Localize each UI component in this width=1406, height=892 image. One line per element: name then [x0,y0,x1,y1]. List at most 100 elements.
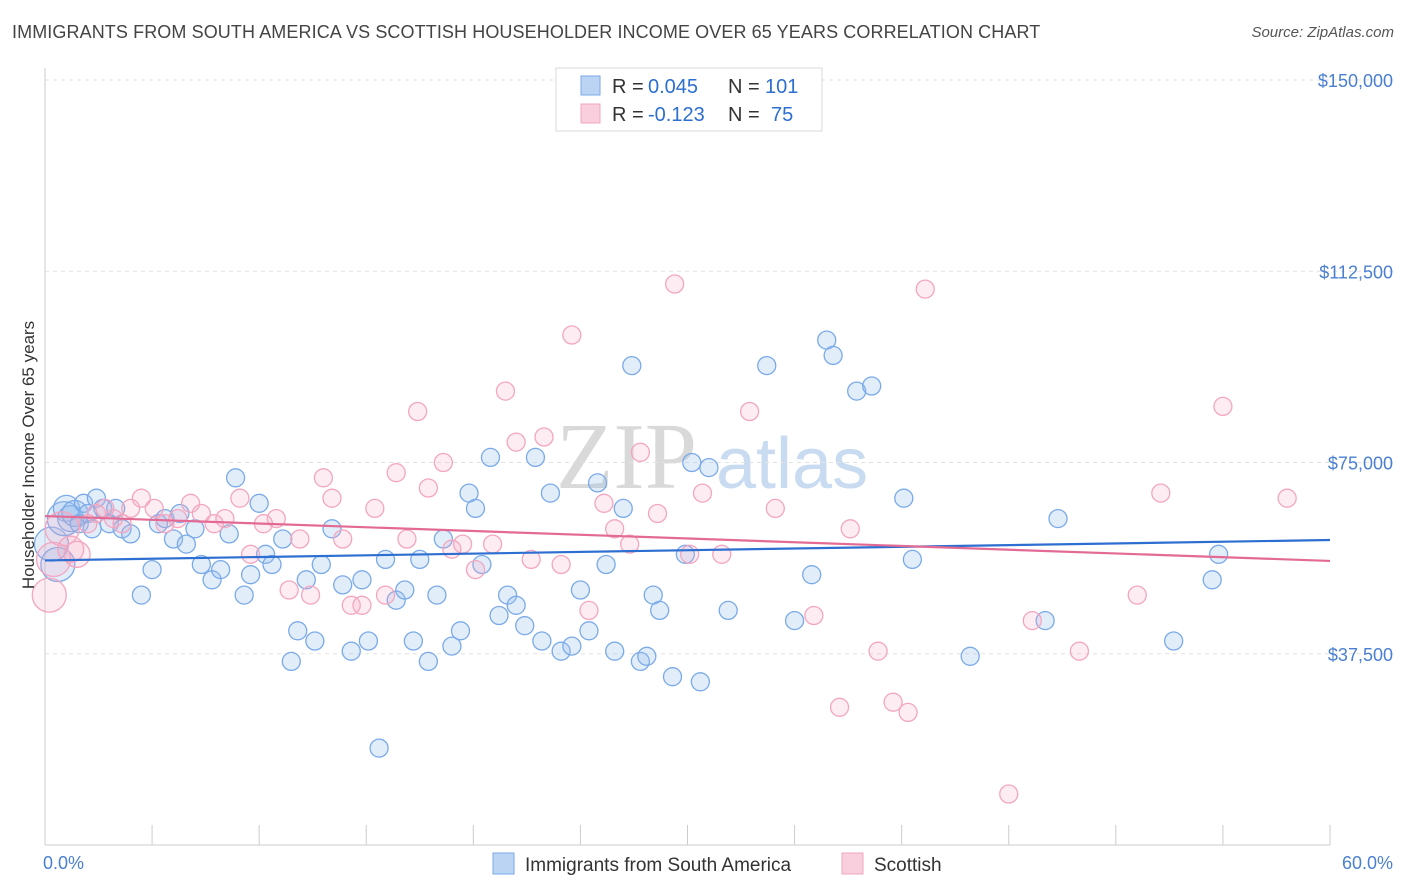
point-immigrants [427,585,447,605]
point-scottish [397,529,417,549]
point-immigrants [596,554,616,575]
point-scottish [765,498,785,519]
point-scottish [452,534,473,554]
stats-swatch-pink [580,103,601,124]
trend-line-scottish [44,514,1331,563]
point-scottish [1127,585,1147,605]
point-immigrants [579,621,599,641]
point-scottish [620,534,640,554]
point-immigrants [333,575,353,595]
point-immigrants [894,488,914,508]
point-scottish [534,427,554,447]
point-immigrants [570,580,591,600]
point-immigrants [630,651,651,672]
point-immigrants [288,621,308,641]
point-immigrants [862,376,882,396]
point-immigrants [506,595,526,615]
trend-line-immigrants [44,538,1331,562]
point-scottish [131,488,152,508]
y-tick-label: $150,000 [1318,71,1393,91]
point-immigrants [219,524,239,544]
point-scottish [739,401,760,422]
point-scottish [418,478,439,498]
point-immigrants [442,636,462,656]
point-scottish [915,279,935,299]
stats-n-value: 75 [771,104,793,126]
stats-n-label: N = [728,76,760,98]
stats-r-label: R = [612,104,644,126]
point-immigrants [472,554,492,575]
legend-swatch-immigrants [492,852,515,875]
point-immigrants [410,549,430,570]
point-scottish [495,381,516,401]
point-scottish [1022,610,1042,631]
point-immigrants [375,549,396,570]
point-immigrants [718,600,738,621]
point-immigrants [682,452,702,473]
point-immigrants [960,646,980,666]
point-scottish [647,503,668,524]
point-immigrants [191,554,211,575]
point-immigrants [352,570,372,590]
point-immigrants [650,600,670,621]
chart-title: IMMIGRANTS FROM SOUTH AMERICA VS SCOTTIS… [12,22,1041,42]
point-scottish [240,544,261,564]
stats-r-value: 0.045 [648,76,698,98]
point-scottish [898,702,918,723]
point-scottish [313,468,334,488]
point-immigrants [551,641,571,661]
point-immigrants [358,631,379,651]
point-immigrants [637,646,657,666]
watermark-atlas: atlas [716,424,868,504]
point-immigrants [1202,570,1222,590]
point-immigrants [587,473,608,493]
point-scottish [322,488,342,508]
point-scottish [665,274,685,294]
point-scottish [144,498,164,519]
point-immigrants [662,667,683,687]
legend-swatch-scottish [841,852,864,875]
point-scottish [840,519,860,539]
point-scottish [630,442,651,462]
point-scottish [551,554,571,575]
watermark: ZIP atlas [556,405,868,509]
point-immigrants [281,651,301,672]
point-immigrants [515,616,535,636]
point-immigrants [465,498,486,519]
point-scottish [63,540,91,568]
x-tick-label: 0.0% [43,853,84,873]
point-immigrants [802,565,822,585]
stats-box: R = 0.045 N = 101 R = -0.123 N = 75 [555,67,823,132]
data-points [31,274,1297,804]
point-scottish [352,595,372,615]
point-scottish [521,549,541,570]
point-scottish [692,483,713,503]
point-scottish [407,401,428,422]
point-immigrants [690,672,710,692]
point-scottish [386,463,406,483]
point-scottish [1277,488,1297,508]
point-immigrants [234,585,254,605]
point-scottish [868,641,888,661]
point-immigrants [489,605,509,626]
point-immigrants [296,570,316,590]
point-immigrants [480,447,501,468]
stats-swatch-blue [580,75,601,96]
point-immigrants [255,544,276,564]
source-credit: Source: ZipAtlas.com [1251,24,1394,41]
point-scottish [482,534,503,554]
point-scottish [341,595,361,615]
point-scottish [168,508,188,529]
point-immigrants [131,585,152,605]
stats-r-value: -0.123 [648,104,705,126]
point-immigrants [311,554,331,575]
point-immigrants [403,631,424,651]
point-immigrants [240,565,261,585]
point-scottish [605,519,625,539]
point-immigrants [369,738,389,758]
stats-n-value: 101 [765,76,798,98]
point-scottish [679,544,700,564]
point-scottish [562,325,582,345]
point-scottish [999,784,1019,804]
